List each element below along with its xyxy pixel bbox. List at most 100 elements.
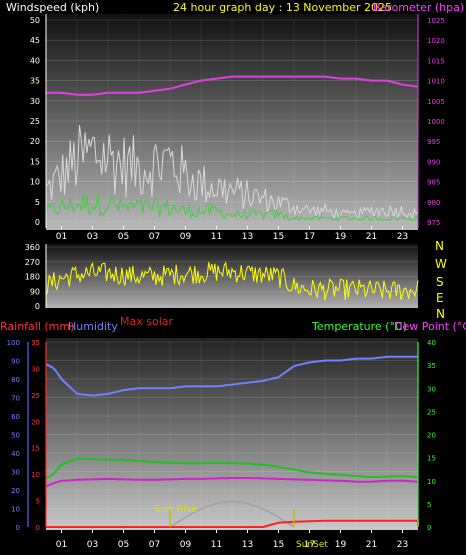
barometer-ytick-label-1000: 1000	[427, 118, 445, 126]
temperature-ytick-label-0: 0	[427, 524, 431, 532]
wind-xtick-label-01: 01	[56, 232, 67, 242]
rainfall-ytick-label-25: 25	[31, 392, 40, 400]
rainfall-ytick-label-30: 30	[31, 365, 40, 373]
barometer-ytick-label-1015: 1015	[427, 57, 445, 65]
max-solar-curve	[169, 500, 295, 528]
wind-xtick-label-09: 09	[180, 232, 192, 242]
humidity-label: Humidity	[68, 320, 118, 333]
rainfall-ytick-label-10: 10	[31, 471, 40, 479]
wind-ytick-label-10: 10	[30, 178, 40, 187]
panel-direction-bg	[46, 244, 418, 308]
temp-xtick-label-07: 07	[149, 540, 160, 550]
direction-ytick-label-270: 270	[25, 258, 40, 267]
barometer-ytick-label-980: 980	[427, 199, 440, 207]
wind-ytick-label-25: 25	[30, 117, 40, 126]
rainfall-ytick-label-5: 5	[36, 498, 40, 506]
wind-ytick-label-45: 45	[30, 36, 40, 45]
temp-xtick-label-03: 03	[87, 540, 98, 550]
dewpoint-label: Dew Point (°C)	[394, 320, 466, 333]
wind-direction-line	[45, 261, 419, 301]
temp-xtick-label-17: 17	[304, 540, 315, 550]
barometer-ytick-label-1025: 1025	[427, 17, 445, 25]
temp-xtick-label-05: 05	[118, 540, 129, 550]
humidity-ytick-label-100: 100	[7, 339, 20, 347]
rainfall-ytick-label-20: 20	[31, 418, 40, 426]
rainfall-ytick-label-15: 15	[31, 445, 40, 453]
temperature-ytick-label-30: 30	[427, 385, 436, 393]
humidity-ytick-label-90: 90	[11, 358, 20, 366]
humidity-ytick-label-70: 70	[11, 395, 20, 403]
humidity-line	[45, 355, 418, 397]
wind-xtick-label-03: 03	[87, 232, 98, 242]
chart-title: 24 hour graph day : 13 November 2025	[173, 1, 392, 14]
temperature-ytick-label-10: 10	[427, 478, 436, 486]
wind-xtick-label-11: 11	[211, 232, 222, 242]
panel-wind-bg	[46, 14, 418, 230]
rainfall-label: Rainfall (mm)	[0, 320, 74, 333]
dewpoint-line	[45, 477, 419, 488]
wind-xtick-label-23: 23	[397, 232, 408, 242]
temp-xtick-label-19: 19	[335, 540, 347, 550]
wind-ytick-label-50: 50	[30, 16, 40, 25]
sunset-label: SunSet	[296, 540, 328, 550]
wind-xtick-label-05: 05	[118, 232, 129, 242]
humidity-ytick-label-50: 50	[11, 432, 20, 440]
temperature-ytick-label-25: 25	[427, 408, 436, 416]
barometer-ytick-label-1010: 1010	[427, 78, 445, 86]
humidity-ytick-label-0: 0	[16, 524, 20, 532]
rainfall-ytick-label-35: 35	[31, 339, 40, 347]
wind-xtick-label-17: 17	[304, 232, 315, 242]
humidity-ytick-label-30: 30	[11, 469, 20, 477]
wind-ytick-label-0: 0	[35, 218, 40, 227]
barometer-ytick-label-1020: 1020	[427, 37, 445, 45]
temp-xtick-label-21: 21	[366, 540, 377, 550]
wind-xtick-label-19: 19	[335, 232, 347, 242]
wind-ytick-label-5: 5	[35, 198, 40, 207]
max-solar-label: Max solar	[120, 315, 173, 328]
wind-ytick-label-30: 30	[30, 97, 40, 106]
temperature-line	[45, 457, 419, 480]
direction-ytick-label-180: 180	[25, 273, 40, 282]
wind-ytick-label-20: 20	[30, 137, 40, 146]
rainfall-line	[46, 519, 419, 528]
humidity-ytick-label-20: 20	[11, 487, 20, 495]
direction-letter-s: S	[436, 275, 444, 289]
rainfall-ytick-label-0: 0	[36, 524, 40, 532]
temp-xtick-label-01: 01	[56, 540, 67, 550]
temp-xtick-label-09: 09	[180, 540, 192, 550]
humidity-ytick-label-80: 80	[11, 376, 20, 384]
wind-xtick-label-13: 13	[242, 232, 253, 242]
temperature-ytick-label-35: 35	[427, 362, 436, 370]
temp-xtick-label-11: 11	[211, 540, 222, 550]
wind-ytick-label-15: 15	[30, 157, 40, 166]
barometer-ytick-label-995: 995	[427, 138, 440, 146]
direction-ytick-label-0: 0	[35, 302, 40, 311]
barometer-ytick-label-990: 990	[427, 158, 440, 166]
humidity-ytick-label-10: 10	[11, 506, 20, 514]
humidity-ytick-label-60: 60	[11, 413, 20, 421]
panel-temp-bg	[46, 338, 418, 530]
direction-ytick-label-90: 90	[30, 287, 40, 296]
humidity-ytick-label-40: 40	[11, 450, 20, 458]
wind-xtick-label-15: 15	[273, 232, 284, 242]
direction-letter-n-top: N	[435, 239, 444, 253]
wind-ytick-label-40: 40	[30, 56, 40, 65]
direction-ytick-label-360: 360	[25, 243, 40, 252]
temperature-label: Temperature (°C)	[311, 320, 407, 333]
temperature-ytick-label-20: 20	[427, 432, 436, 440]
temperature-ytick-label-5: 5	[427, 501, 431, 509]
sunrise-label: Sun Rise	[154, 504, 197, 515]
temp-xtick-label-15: 15	[273, 540, 284, 550]
temp-xtick-label-23: 23	[397, 540, 408, 550]
temperature-ytick-label-15: 15	[427, 455, 436, 463]
wind-gust-line	[45, 125, 419, 220]
barometer-label: Barometer (hpa)	[373, 1, 464, 14]
barometer-ytick-label-985: 985	[427, 179, 440, 187]
wind-xtick-label-21: 21	[366, 232, 377, 242]
wind-average-line	[45, 193, 419, 222]
direction-letter-n-bottom: N	[436, 307, 445, 321]
wind-xtick-label-07: 07	[149, 232, 160, 242]
windspeed-label: Windspeed (kph)	[6, 1, 99, 14]
temp-xtick-label-13: 13	[242, 540, 253, 550]
